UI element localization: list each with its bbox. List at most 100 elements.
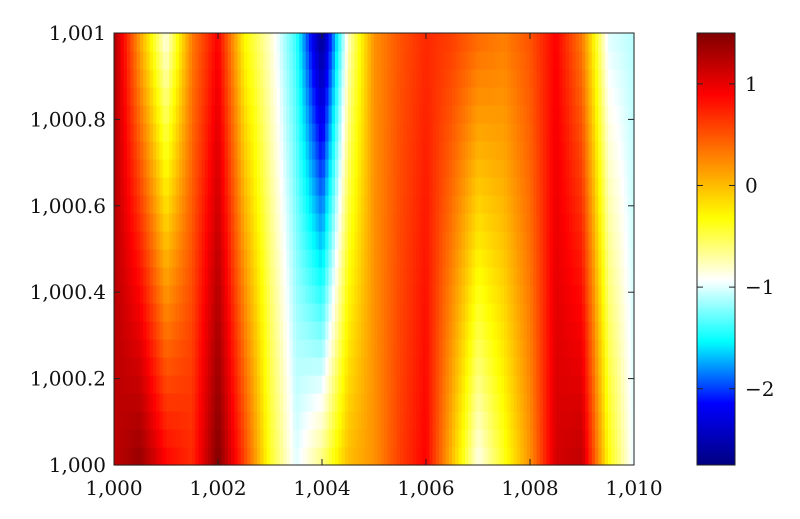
heatmap-cell bbox=[400, 321, 404, 340]
heatmap-cell bbox=[539, 123, 544, 142]
heatmap-cell bbox=[198, 267, 203, 286]
heatmap-cell bbox=[227, 33, 232, 52]
heatmap-cell bbox=[364, 141, 369, 160]
heatmap-cell bbox=[627, 285, 632, 304]
heatmap-cell bbox=[396, 33, 401, 52]
heatmap-cell bbox=[234, 87, 239, 106]
heatmap-cell bbox=[172, 249, 177, 268]
heatmap-cell bbox=[354, 141, 359, 160]
heatmap-cell bbox=[591, 357, 596, 376]
heatmap-cell bbox=[471, 285, 476, 304]
heatmap-cell bbox=[400, 429, 404, 448]
heatmap-cell bbox=[601, 123, 606, 142]
heatmap-cell bbox=[448, 213, 453, 232]
heatmap-cell bbox=[292, 357, 297, 376]
heatmap-cell bbox=[562, 429, 567, 448]
heatmap-cell bbox=[630, 231, 635, 250]
heatmap-cell bbox=[357, 123, 362, 142]
heatmap-cell bbox=[500, 33, 505, 52]
heatmap-cell bbox=[536, 393, 541, 412]
heatmap-cell bbox=[601, 159, 606, 178]
heatmap-cell bbox=[276, 33, 281, 52]
heatmap-cell bbox=[614, 51, 619, 70]
heatmap-cell bbox=[400, 123, 404, 142]
heatmap-cell bbox=[370, 87, 375, 106]
heatmap-cell bbox=[624, 375, 629, 394]
heatmap-cell bbox=[409, 321, 414, 340]
heatmap-cell bbox=[575, 213, 580, 232]
heatmap-cell bbox=[253, 393, 258, 412]
heatmap-cell bbox=[396, 195, 401, 214]
heatmap-cell bbox=[390, 87, 395, 106]
heatmap-cell bbox=[393, 375, 398, 394]
heatmap-cell bbox=[250, 429, 255, 448]
heatmap-cell bbox=[598, 375, 603, 394]
heatmap-cell bbox=[286, 177, 291, 196]
heatmap-cell bbox=[413, 393, 417, 412]
heatmap-cell bbox=[244, 69, 248, 88]
heatmap-cell bbox=[322, 249, 326, 268]
heatmap-cell bbox=[140, 213, 144, 232]
heatmap-cell bbox=[344, 357, 349, 376]
heatmap-cell bbox=[565, 87, 570, 106]
heatmap-cell bbox=[315, 375, 320, 394]
heatmap-cell bbox=[192, 249, 196, 268]
heatmap-cell bbox=[536, 123, 541, 142]
heatmap-cell bbox=[133, 249, 138, 268]
heatmap-cell bbox=[283, 231, 287, 250]
heatmap-cell bbox=[611, 159, 616, 178]
heatmap-cell bbox=[543, 411, 547, 430]
heatmap-cell bbox=[549, 429, 554, 448]
heatmap-cell bbox=[461, 141, 466, 160]
heatmap-cell bbox=[133, 393, 138, 412]
heatmap-cell bbox=[318, 159, 323, 178]
heatmap-cell bbox=[318, 285, 323, 304]
heatmap-cell bbox=[188, 177, 193, 196]
heatmap-cell bbox=[458, 69, 463, 88]
heatmap-cell bbox=[585, 393, 590, 412]
heatmap-cell bbox=[120, 321, 125, 340]
heatmap-cell bbox=[146, 177, 151, 196]
heatmap-cell bbox=[276, 177, 281, 196]
heatmap-cell bbox=[461, 411, 466, 430]
heatmap-cell bbox=[136, 177, 141, 196]
heatmap-cell bbox=[380, 267, 385, 286]
heatmap-cell bbox=[351, 249, 356, 268]
heatmap-cell bbox=[140, 339, 144, 358]
heatmap-cell bbox=[585, 321, 590, 340]
heatmap-cell bbox=[543, 195, 547, 214]
heatmap-cell bbox=[156, 429, 161, 448]
heatmap-cell bbox=[481, 285, 486, 304]
heatmap-cell bbox=[159, 231, 164, 250]
heatmap-cell bbox=[114, 69, 118, 88]
heatmap-cell bbox=[331, 213, 336, 232]
heatmap-cell bbox=[536, 159, 541, 178]
heatmap-cell bbox=[270, 429, 274, 448]
heatmap-cell bbox=[471, 33, 476, 52]
heatmap-cell bbox=[166, 123, 170, 142]
heatmap-cell bbox=[500, 105, 505, 124]
heatmap-cell bbox=[292, 285, 297, 304]
heatmap-cell bbox=[328, 177, 333, 196]
heatmap-cell bbox=[383, 357, 388, 376]
heatmap-cell bbox=[562, 33, 567, 52]
heatmap-cell bbox=[325, 69, 330, 88]
heatmap-cell bbox=[156, 249, 161, 268]
heatmap-cell bbox=[452, 339, 456, 358]
heatmap-cell bbox=[533, 141, 538, 160]
heatmap-cell bbox=[208, 195, 213, 214]
heatmap-cell bbox=[318, 429, 323, 448]
heatmap-cell bbox=[510, 357, 515, 376]
heatmap-cell bbox=[481, 339, 486, 358]
heatmap-cell bbox=[247, 123, 252, 142]
heatmap-cell bbox=[237, 231, 242, 250]
heatmap-cell bbox=[179, 411, 183, 430]
heatmap-cell bbox=[302, 285, 307, 304]
heatmap-cell bbox=[305, 51, 310, 70]
heatmap-cell bbox=[520, 321, 525, 340]
heatmap-cell bbox=[172, 429, 177, 448]
heatmap-cell bbox=[315, 123, 320, 142]
heatmap-cell bbox=[361, 267, 365, 286]
heatmap-cell bbox=[578, 357, 583, 376]
heatmap-cell bbox=[364, 177, 369, 196]
